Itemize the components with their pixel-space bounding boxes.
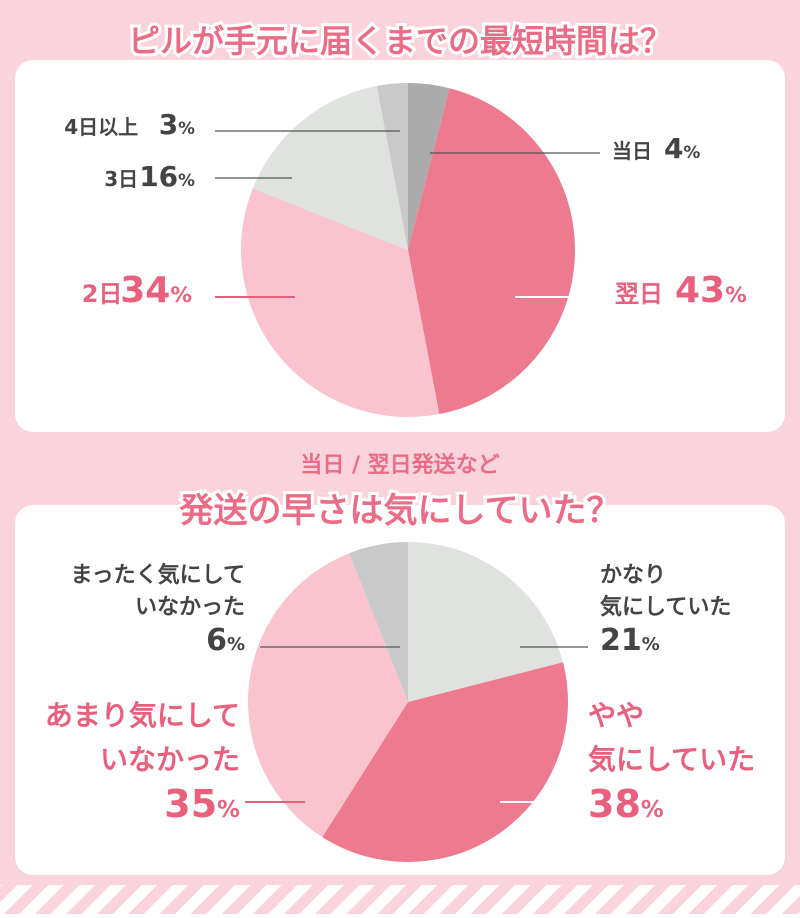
category-label: やや気にしていた bbox=[588, 699, 755, 776]
category-label: 当日 bbox=[612, 139, 652, 163]
category-label: 2日 bbox=[82, 280, 123, 308]
category-label: 3日 bbox=[104, 167, 138, 191]
value-label: 38% bbox=[588, 782, 664, 826]
pie-slice bbox=[248, 553, 408, 838]
pie-slice bbox=[408, 542, 563, 702]
chart-title: 発送の早さは気にしていた？ bbox=[180, 491, 621, 531]
pie-slice bbox=[408, 88, 576, 415]
value-label: 6% bbox=[206, 623, 245, 658]
pie-slice bbox=[322, 662, 569, 862]
value-label: 16% bbox=[139, 160, 195, 193]
value-label: 4% bbox=[664, 132, 700, 165]
stripe-band bbox=[0, 885, 800, 914]
pie-slice bbox=[376, 83, 408, 250]
value-label: 21% bbox=[600, 623, 660, 658]
category-label: あまり気にしていなかった bbox=[45, 699, 240, 776]
value-label: 34% bbox=[120, 270, 192, 311]
category-label: まったく気にしていなかった bbox=[71, 562, 245, 620]
pie-slice bbox=[408, 83, 450, 250]
pie-slice bbox=[252, 85, 408, 250]
value-label: 3% bbox=[159, 108, 195, 141]
category-label: かなり気にしていた bbox=[600, 563, 731, 620]
value-label: 35% bbox=[164, 782, 240, 826]
value-label: 43% bbox=[675, 270, 747, 311]
chart-title: ピルが手元に届くまでの最短時間は？ bbox=[128, 22, 672, 60]
category-label: 翌日 bbox=[615, 280, 663, 308]
category-label: 4日以上 bbox=[64, 115, 138, 139]
chart-subtitle: 当日 / 翌日発送など bbox=[300, 452, 499, 478]
pie-slice bbox=[349, 542, 408, 702]
pie-slice bbox=[240, 188, 440, 418]
